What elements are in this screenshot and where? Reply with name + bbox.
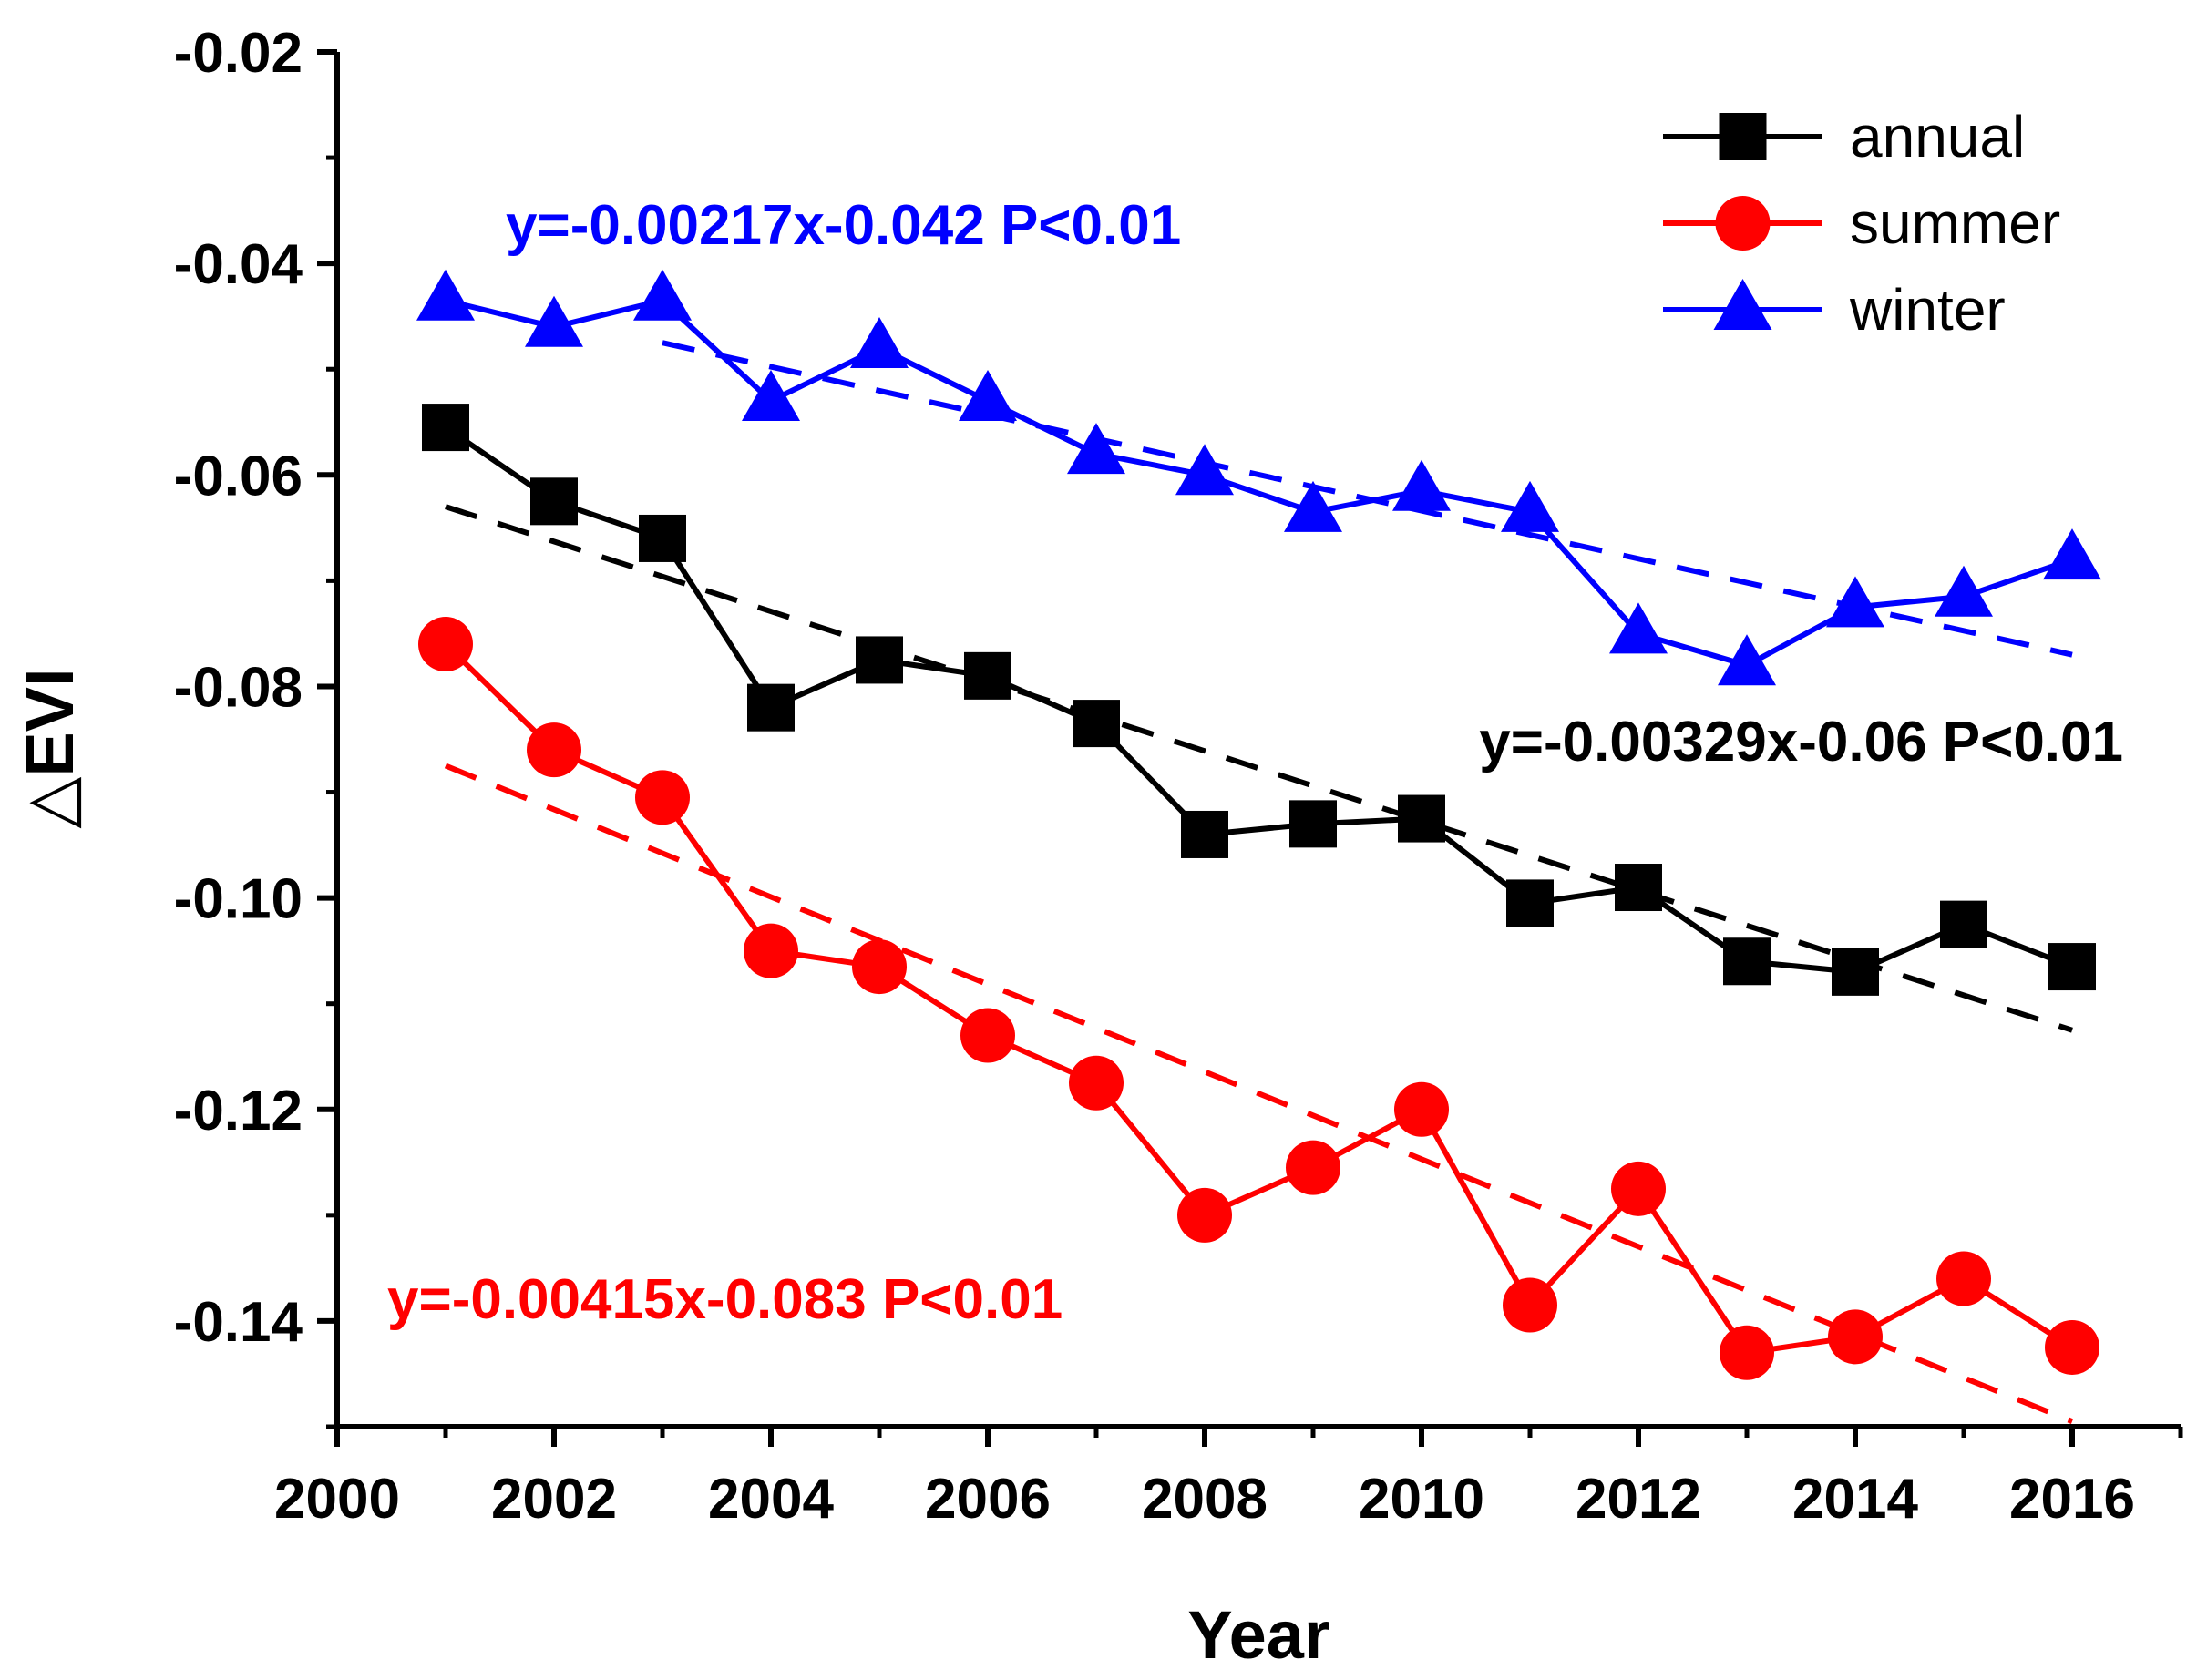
legend-summer-label: summer [1850,190,2060,256]
x-tick-label: 2012 [1576,1468,1701,1531]
winter-data-point [1284,480,1342,532]
annual-data-point [1832,948,1879,996]
y-tick-label: -0.06 [174,445,303,507]
summer-data-point [418,617,473,672]
y-tick-label: -0.02 [174,22,303,85]
summer-data-point [1286,1140,1340,1195]
y-tick-label: -0.10 [174,868,303,931]
winter-data-point [1392,459,1451,511]
y-tick-label: -0.14 [174,1291,303,1354]
annual-data-point [2048,943,2096,991]
y-tick-label: -0.04 [174,233,303,296]
summer-data-point [1720,1325,1774,1380]
annual-data-point [747,683,795,732]
y-tick-label: -0.08 [174,656,303,719]
legend-summer-marker [1715,196,1771,251]
x-tick-label: 2002 [491,1468,617,1531]
legend-annual-label: annual [1850,104,2025,169]
annual-data-point [964,651,1011,700]
winter-data-point [1718,634,1776,686]
y-tick-label: -0.12 [174,1080,303,1142]
winter-data-point [416,269,475,321]
summer-data-point [1828,1309,1883,1365]
summer-data-point [2045,1319,2099,1375]
summer-trend-equation: y=-0.00415x-0.083 P<0.01 [387,1268,1063,1331]
winter-data-point [633,269,692,321]
summer-data-point [635,770,690,825]
x-axis-title: Year [1187,1597,1329,1673]
x-tick-label: 2014 [1792,1468,1918,1531]
summer-data-point [527,722,581,778]
winter-data-point [1826,576,1884,628]
trend-equations: y=-0.00329x-0.06 P<0.01 y=-0.00415x-0.083… [387,194,2123,1331]
summer-data-point [1936,1251,1991,1306]
y-axis-ticks: -0.02 -0.04 -0.06 -0.08 -0.10 -0.12 -0.14 [174,22,337,1429]
annual-data-point [1506,879,1554,927]
annual-data-point [530,477,578,526]
annual-data-point [639,514,686,562]
winter-trend-equation: y=-0.00217x-0.042 P<0.01 [506,194,1181,257]
annual-data-point [1073,700,1120,748]
annual-trend-equation: y=-0.00329x-0.06 P<0.01 [1479,711,2123,773]
legend: annual summer winter [1663,104,2060,343]
winter-data-point [742,370,800,422]
summer-data-point [1394,1081,1449,1137]
winter-data-point [1935,565,1993,617]
x-tick-label: 2016 [2009,1468,2135,1531]
legend-winter-label: winter [1849,277,2006,343]
winter-data-point [1609,602,1668,654]
winter-data-point [850,317,909,369]
annual-series-line [444,425,2074,975]
summer-series-line [443,641,2074,1356]
winter-data-point [1067,423,1125,475]
y-axis-title: △EVI [12,668,87,828]
annual-data-point [1398,794,1445,843]
x-tick-label: 2010 [1359,1468,1484,1531]
winter-data-point [959,370,1017,422]
annual-trend-line [445,504,2073,1033]
annual-data-point [1723,937,1771,986]
x-tick-label: 2008 [1142,1468,1268,1531]
summer-data-point [960,1008,1015,1063]
winter-data-point [1175,444,1234,496]
summer-data-point [1611,1161,1666,1216]
summer-data-point [1503,1277,1557,1333]
winter-data-point [2043,528,2101,580]
winter-data-point [525,295,583,347]
trend-lines [444,340,2074,1424]
annual-data-point [422,404,469,452]
annual-data-point [1615,864,1662,912]
summer-data-point [852,939,907,995]
x-tick-label: 2006 [925,1468,1051,1531]
annual-data-point [1289,800,1337,848]
winter-series-line [445,297,2073,669]
series-markers [416,269,2101,1380]
x-tick-label: 2004 [708,1468,834,1531]
legend-annual-marker [1719,113,1767,160]
plot-axes [334,52,2181,1429]
annual-data-point [856,636,903,684]
annual-data-point [1181,810,1228,858]
series-lines [443,297,2074,1356]
summer-data-point [1069,1055,1124,1111]
winter-data-point [1501,480,1559,532]
x-tick-label: 2000 [274,1468,400,1531]
x-axis-ticks: 2000 2002 2004 2006 2008 2010 2012 2014 2016 [274,1427,2183,1531]
summer-data-point [744,923,798,978]
legend-winter-marker [1713,279,1772,330]
summer-data-point [1177,1187,1232,1243]
annual-data-point [1940,900,1987,948]
